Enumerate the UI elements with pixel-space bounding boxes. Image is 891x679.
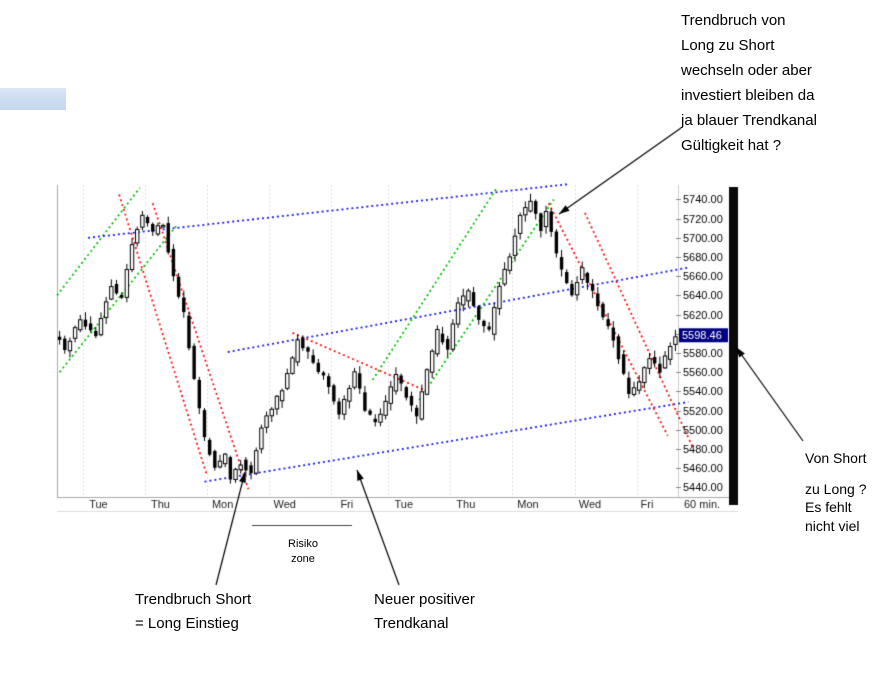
- note-neuer-positiver-trendkanal: Neuer positiver Trendkanal: [374, 588, 475, 636]
- note-line: Long zu Short: [681, 37, 775, 54]
- note-line: Trendkanal: [374, 615, 449, 632]
- note-line: Neuer positiver: [374, 591, 475, 608]
- note-line: Trendbruch von: [681, 12, 786, 29]
- note-line: zu Long ?: [805, 481, 867, 497]
- note-line: Risiko: [288, 538, 318, 550]
- note-trendbruch-short-long-einstieg: Trendbruch Short = Long Einstieg: [135, 588, 251, 636]
- note-es-fehlt-nicht-viel: Es fehlt nicht viel: [805, 498, 859, 536]
- note-line: Es fehlt: [805, 499, 852, 515]
- note-von-short-zu-long: Von Short zu Long ?: [805, 443, 867, 505]
- note-line: Gültigkeit hat ?: [681, 137, 782, 154]
- note-trendbruch-long-short: Trendbruch von Long zu Short wechseln od…: [681, 8, 891, 158]
- note-line: zone: [291, 553, 315, 565]
- note-line: wechseln oder aber: [681, 62, 812, 79]
- note-line: = Long Einstieg: [135, 615, 239, 632]
- note-line: Von Short: [805, 450, 867, 466]
- note-line: nicht viel: [805, 518, 860, 534]
- note-line: investiert bleiben da: [681, 87, 815, 104]
- note-risiko-zone: Risiko zone: [268, 537, 338, 567]
- note-line: ja blauer Trendkanal: [681, 112, 817, 129]
- note-line: Trendbruch Short: [135, 591, 252, 608]
